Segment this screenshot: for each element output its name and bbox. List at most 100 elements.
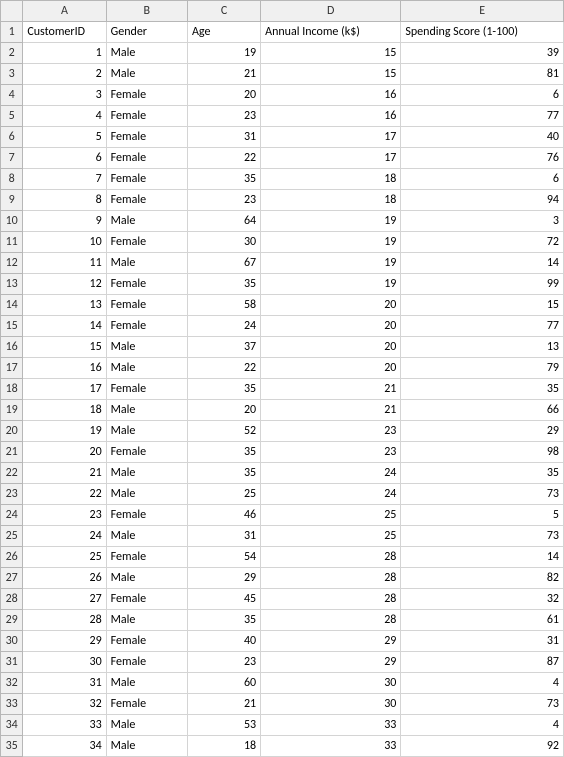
row-header-14[interactable]: 14 <box>1 295 23 316</box>
cell-B10[interactable]: Male <box>106 211 187 232</box>
cell-E20[interactable]: 29 <box>401 421 564 442</box>
cell-A24[interactable]: 23 <box>23 505 106 526</box>
cell-E21[interactable]: 98 <box>401 442 564 463</box>
cell-D9[interactable]: 18 <box>261 190 401 211</box>
cell-D30[interactable]: 29 <box>261 631 401 652</box>
cell-E33[interactable]: 73 <box>401 694 564 715</box>
row-header-1[interactable]: 1 <box>1 22 23 43</box>
row-header-32[interactable]: 32 <box>1 673 23 694</box>
cell-B31[interactable]: Female <box>106 652 187 673</box>
row-header-19[interactable]: 19 <box>1 400 23 421</box>
cell-D20[interactable]: 23 <box>261 421 401 442</box>
cell-D4[interactable]: 16 <box>261 85 401 106</box>
cell-A22[interactable]: 21 <box>23 463 106 484</box>
cell-B30[interactable]: Female <box>106 631 187 652</box>
cell-D35[interactable]: 33 <box>261 736 401 757</box>
cell-D1[interactable]: Annual Income (k$) <box>261 22 401 43</box>
cell-A25[interactable]: 24 <box>23 526 106 547</box>
cell-B5[interactable]: Female <box>106 106 187 127</box>
cell-D24[interactable]: 25 <box>261 505 401 526</box>
col-header-C[interactable]: C <box>187 1 260 22</box>
cell-A5[interactable]: 4 <box>23 106 106 127</box>
cell-A4[interactable]: 3 <box>23 85 106 106</box>
cell-C10[interactable]: 64 <box>187 211 260 232</box>
cell-D32[interactable]: 30 <box>261 673 401 694</box>
row-header-16[interactable]: 16 <box>1 337 23 358</box>
cell-C28[interactable]: 45 <box>187 589 260 610</box>
cell-C35[interactable]: 18 <box>187 736 260 757</box>
row-header-8[interactable]: 8 <box>1 169 23 190</box>
cell-C15[interactable]: 24 <box>187 316 260 337</box>
cell-E27[interactable]: 82 <box>401 568 564 589</box>
cell-B3[interactable]: Male <box>106 64 187 85</box>
cell-B33[interactable]: Female <box>106 694 187 715</box>
row-header-11[interactable]: 11 <box>1 232 23 253</box>
cell-E22[interactable]: 35 <box>401 463 564 484</box>
cell-A17[interactable]: 16 <box>23 358 106 379</box>
row-header-17[interactable]: 17 <box>1 358 23 379</box>
row-header-21[interactable]: 21 <box>1 442 23 463</box>
cell-D26[interactable]: 28 <box>261 547 401 568</box>
cell-A34[interactable]: 33 <box>23 715 106 736</box>
row-header-29[interactable]: 29 <box>1 610 23 631</box>
cell-B9[interactable]: Female <box>106 190 187 211</box>
cell-D31[interactable]: 29 <box>261 652 401 673</box>
cell-E19[interactable]: 66 <box>401 400 564 421</box>
cell-E29[interactable]: 61 <box>401 610 564 631</box>
cell-C2[interactable]: 19 <box>187 43 260 64</box>
cell-A31[interactable]: 30 <box>23 652 106 673</box>
cell-A12[interactable]: 11 <box>23 253 106 274</box>
cell-E11[interactable]: 72 <box>401 232 564 253</box>
row-header-7[interactable]: 7 <box>1 148 23 169</box>
row-header-24[interactable]: 24 <box>1 505 23 526</box>
spreadsheet-grid[interactable]: A B C D E 1 CustomerID Gender Age Annual… <box>0 0 564 757</box>
cell-D33[interactable]: 30 <box>261 694 401 715</box>
cell-C13[interactable]: 35 <box>187 274 260 295</box>
cell-C5[interactable]: 23 <box>187 106 260 127</box>
cell-E6[interactable]: 40 <box>401 127 564 148</box>
cell-B8[interactable]: Female <box>106 169 187 190</box>
cell-C25[interactable]: 31 <box>187 526 260 547</box>
cell-C26[interactable]: 54 <box>187 547 260 568</box>
cell-B13[interactable]: Female <box>106 274 187 295</box>
cell-E4[interactable]: 6 <box>401 85 564 106</box>
row-header-20[interactable]: 20 <box>1 421 23 442</box>
cell-A26[interactable]: 25 <box>23 547 106 568</box>
row-header-13[interactable]: 13 <box>1 274 23 295</box>
cell-A7[interactable]: 6 <box>23 148 106 169</box>
cell-C23[interactable]: 25 <box>187 484 260 505</box>
cell-E1[interactable]: Spending Score (1-100) <box>401 22 564 43</box>
cell-A32[interactable]: 31 <box>23 673 106 694</box>
cell-D16[interactable]: 20 <box>261 337 401 358</box>
cell-C3[interactable]: 21 <box>187 64 260 85</box>
cell-C14[interactable]: 58 <box>187 295 260 316</box>
select-all-corner[interactable] <box>1 1 23 22</box>
cell-B22[interactable]: Male <box>106 463 187 484</box>
cell-E23[interactable]: 73 <box>401 484 564 505</box>
cell-A33[interactable]: 32 <box>23 694 106 715</box>
cell-E15[interactable]: 77 <box>401 316 564 337</box>
row-header-30[interactable]: 30 <box>1 631 23 652</box>
cell-C9[interactable]: 23 <box>187 190 260 211</box>
cell-E18[interactable]: 35 <box>401 379 564 400</box>
cell-E35[interactable]: 92 <box>401 736 564 757</box>
cell-E12[interactable]: 14 <box>401 253 564 274</box>
row-header-4[interactable]: 4 <box>1 85 23 106</box>
cell-E7[interactable]: 76 <box>401 148 564 169</box>
cell-A20[interactable]: 19 <box>23 421 106 442</box>
cell-C33[interactable]: 21 <box>187 694 260 715</box>
cell-E8[interactable]: 6 <box>401 169 564 190</box>
cell-C16[interactable]: 37 <box>187 337 260 358</box>
cell-D27[interactable]: 28 <box>261 568 401 589</box>
row-header-9[interactable]: 9 <box>1 190 23 211</box>
cell-B7[interactable]: Female <box>106 148 187 169</box>
cell-B34[interactable]: Male <box>106 715 187 736</box>
cell-B14[interactable]: Female <box>106 295 187 316</box>
cell-D12[interactable]: 19 <box>261 253 401 274</box>
cell-C22[interactable]: 35 <box>187 463 260 484</box>
cell-C17[interactable]: 22 <box>187 358 260 379</box>
cell-E31[interactable]: 87 <box>401 652 564 673</box>
row-header-26[interactable]: 26 <box>1 547 23 568</box>
cell-D10[interactable]: 19 <box>261 211 401 232</box>
cell-B15[interactable]: Female <box>106 316 187 337</box>
